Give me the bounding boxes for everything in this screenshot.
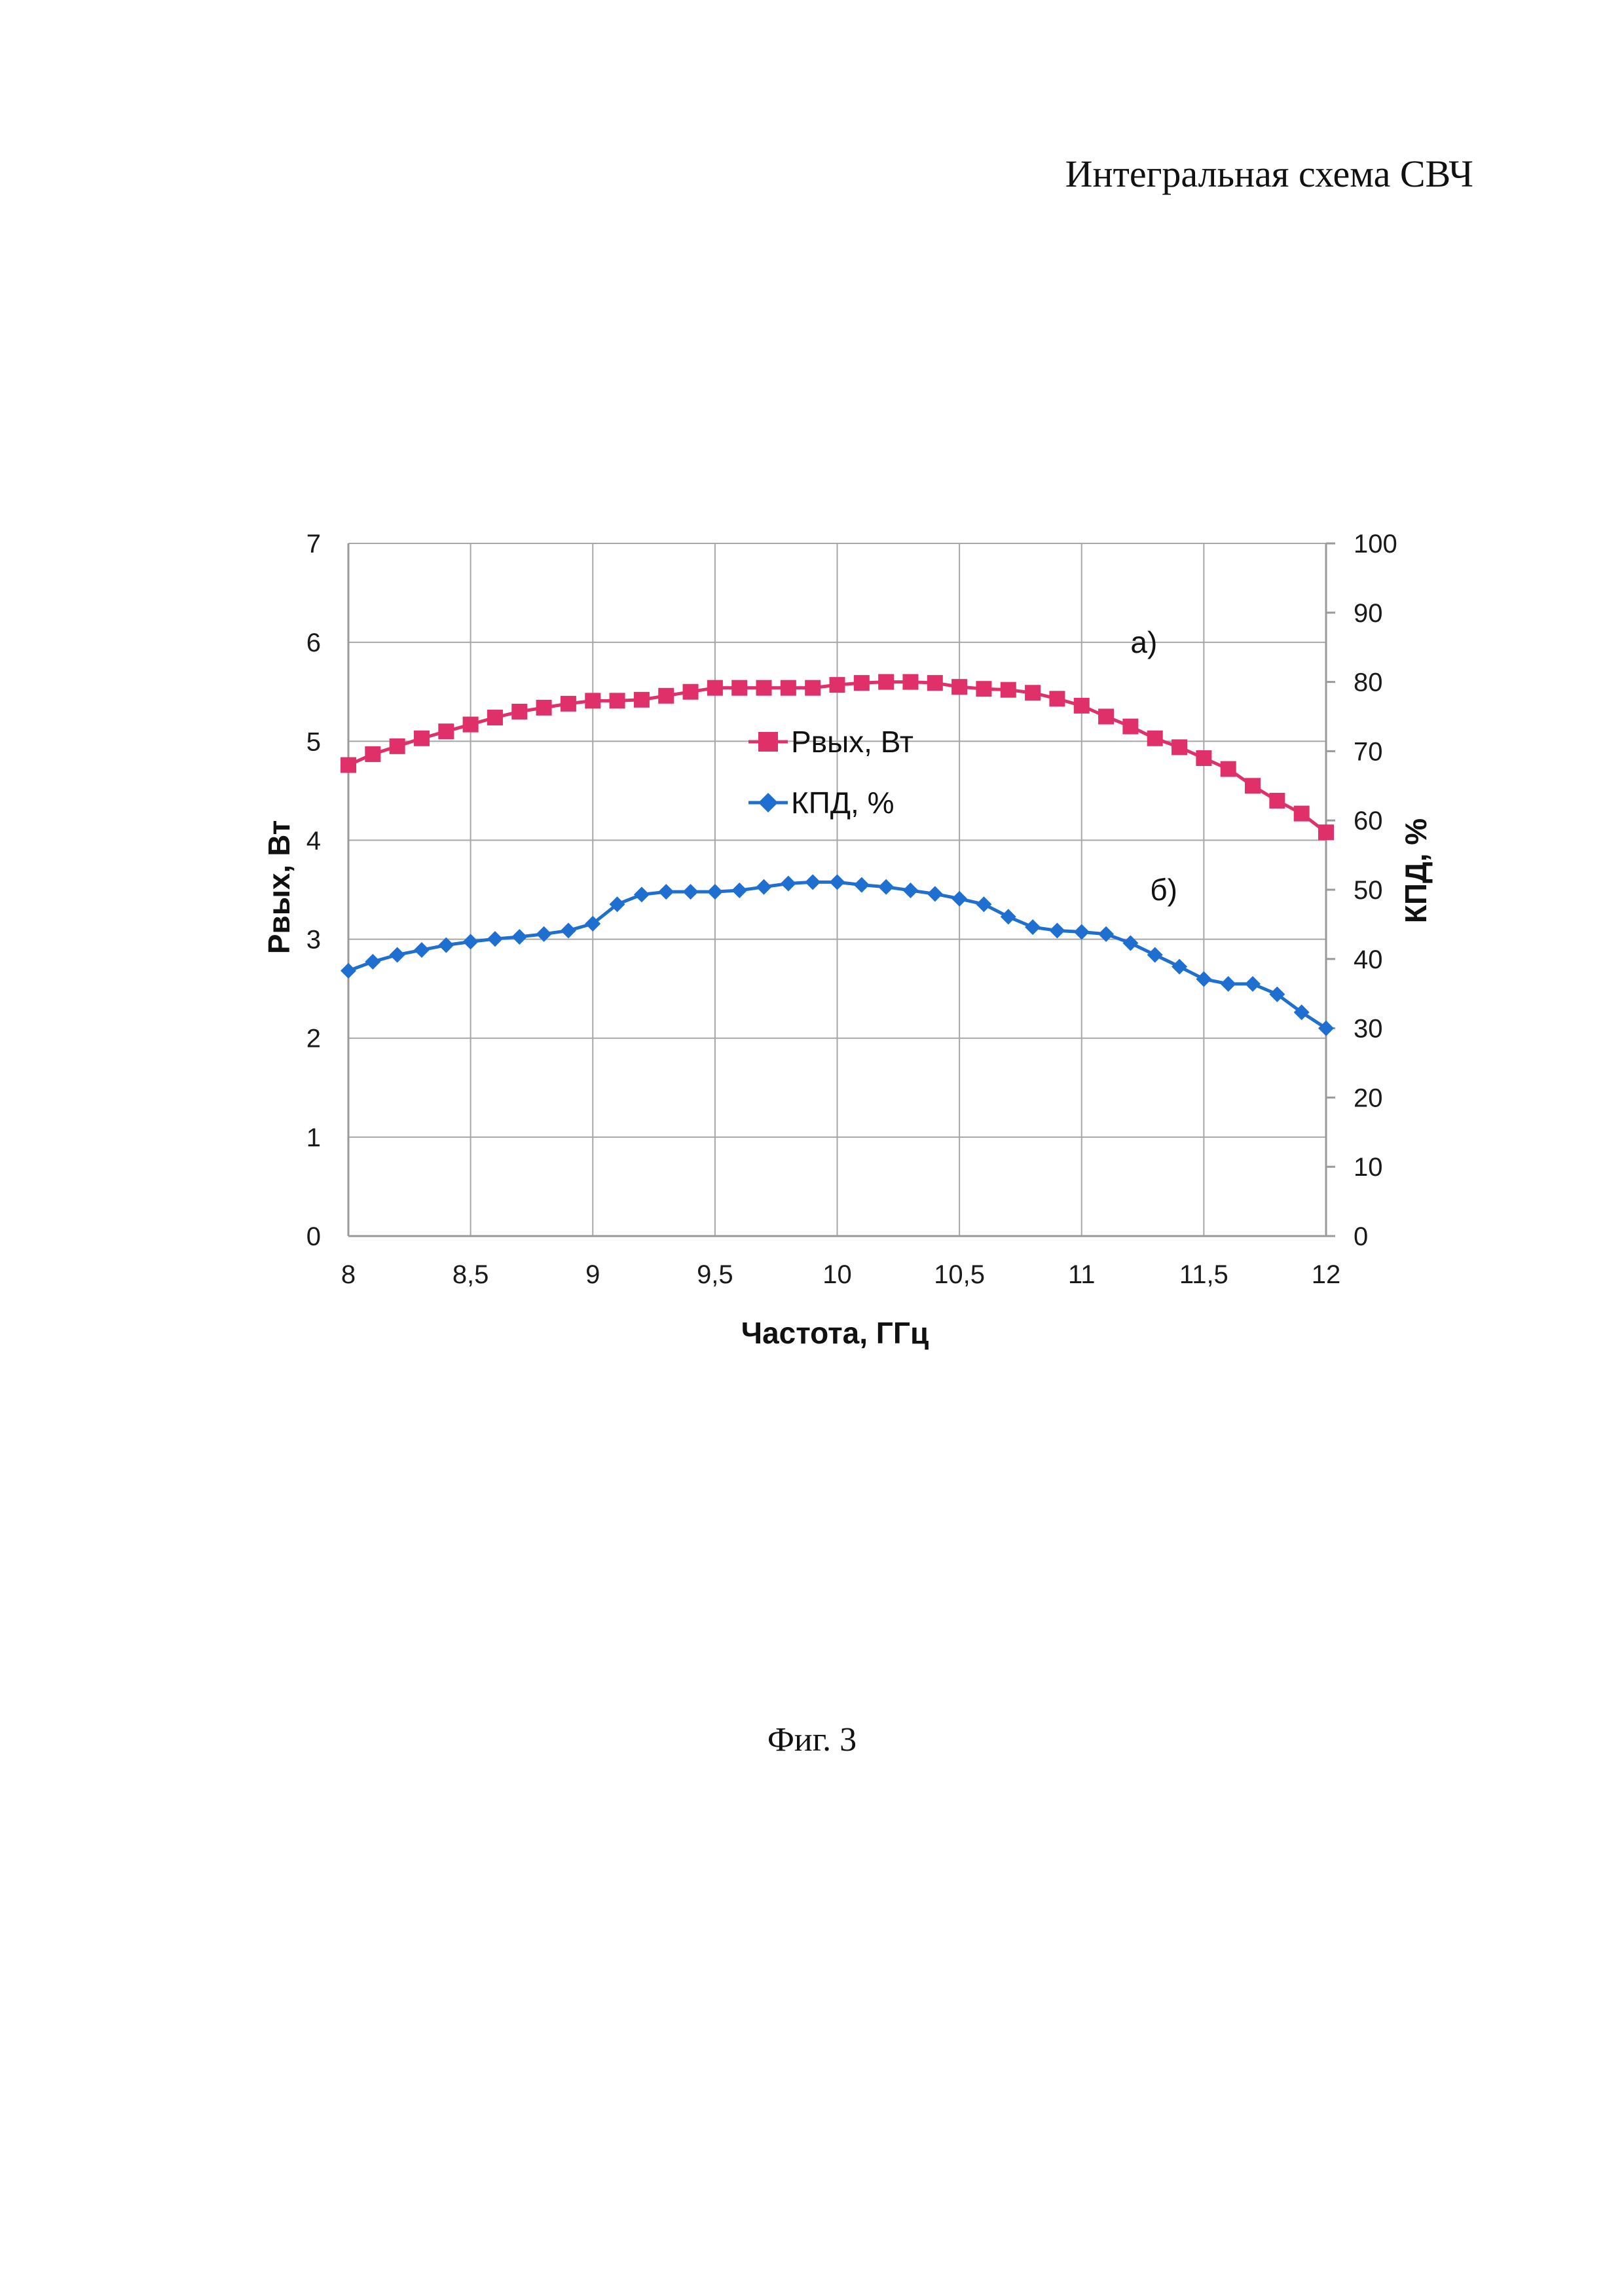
legend-label-pout: Рвых, Вт: [791, 725, 913, 759]
data-point-pout: [927, 675, 943, 691]
y2-tick-label: 70: [1354, 737, 1383, 766]
data-point-pout: [438, 723, 454, 739]
data-point-pout: [1074, 698, 1090, 714]
data-point-pout: [707, 680, 723, 696]
data-point-pout: [561, 696, 576, 712]
data-point-pout: [511, 704, 527, 720]
x-tick-label: 9: [585, 1260, 600, 1289]
data-point-pout: [365, 746, 380, 762]
data-point-pout: [1294, 806, 1310, 822]
data-point-pout: [487, 710, 503, 725]
data-point-pout: [878, 674, 894, 690]
data-point-pout: [976, 681, 991, 697]
data-point-pout: [1172, 739, 1187, 755]
y2-tick-label: 80: [1354, 668, 1383, 697]
data-point-pout: [1269, 793, 1285, 809]
y-tick-label: 7: [306, 530, 321, 558]
y-tick-label: 2: [306, 1025, 321, 1053]
y2-tick-label: 10: [1354, 1153, 1383, 1182]
data-point-pout: [902, 674, 918, 690]
x-tick-label: 8: [341, 1260, 356, 1289]
y-tick-label: 3: [306, 926, 321, 955]
data-point-pout: [463, 717, 479, 733]
data-point-pout: [585, 693, 600, 708]
y-axis-label: Рвых, Вт: [262, 820, 296, 955]
data-point-pout: [414, 731, 430, 746]
annotation-b: б): [1150, 873, 1177, 907]
x-tick-label: 11: [1068, 1260, 1096, 1289]
data-point-pout: [1221, 761, 1236, 777]
annotation-a: а): [1130, 625, 1157, 659]
data-point-pout: [830, 677, 845, 693]
data-point-pout: [1098, 709, 1114, 725]
legend-marker-pout: [758, 732, 778, 752]
x-tick-label: 8,5: [452, 1260, 489, 1289]
data-point-pout: [634, 692, 650, 708]
data-point-pout: [1147, 731, 1163, 746]
x-tick-label: 11,5: [1179, 1260, 1228, 1289]
y2-tick-label: 30: [1354, 1015, 1383, 1044]
data-point-pout: [1122, 719, 1138, 735]
y2-axis-label: КПД, %: [1399, 818, 1433, 923]
y-tick-label: 0: [306, 1222, 321, 1251]
x-tick-label: 9,5: [697, 1260, 733, 1289]
data-point-pout: [951, 679, 967, 695]
data-point-pout: [1049, 691, 1065, 706]
data-point-pout: [1318, 824, 1334, 840]
y2-tick-label: 20: [1354, 1084, 1383, 1112]
data-point-pout: [1245, 778, 1261, 793]
y2-tick-label: 40: [1354, 945, 1383, 974]
x-tick-label: 10: [822, 1260, 852, 1289]
y2-tick-label: 60: [1354, 807, 1383, 835]
y2-tick-label: 100: [1354, 530, 1397, 558]
data-point-pout: [610, 693, 625, 708]
data-point-pout: [854, 675, 870, 691]
y-tick-label: 5: [306, 727, 321, 756]
data-point-pout: [390, 738, 405, 754]
y2-tick-label: 50: [1354, 876, 1383, 905]
data-point-pout: [683, 684, 699, 700]
figure-caption: Фиг. 3: [0, 1721, 1624, 1759]
data-point-pout: [805, 680, 821, 696]
data-point-pout: [341, 757, 356, 773]
data-point-pout: [658, 688, 674, 704]
y2-tick-label: 90: [1354, 599, 1383, 628]
y-tick-label: 4: [306, 826, 321, 855]
data-point-pout: [1001, 682, 1016, 698]
x-tick-label: 12: [1312, 1260, 1341, 1289]
y2-tick-label: 0: [1354, 1222, 1368, 1251]
x-axis-label: Частота, ГГц: [741, 1316, 929, 1350]
y-tick-label: 6: [306, 629, 321, 657]
legend-label-efficiency: КПД, %: [791, 786, 894, 820]
data-point-pout: [536, 700, 552, 716]
data-point-pout: [781, 680, 796, 696]
data-point-pout: [1196, 750, 1211, 766]
x-tick-label: 10,5: [934, 1260, 985, 1289]
data-point-pout: [1025, 685, 1041, 701]
data-point-pout: [731, 680, 747, 696]
y-tick-label: 1: [306, 1123, 321, 1152]
data-point-pout: [756, 680, 772, 696]
